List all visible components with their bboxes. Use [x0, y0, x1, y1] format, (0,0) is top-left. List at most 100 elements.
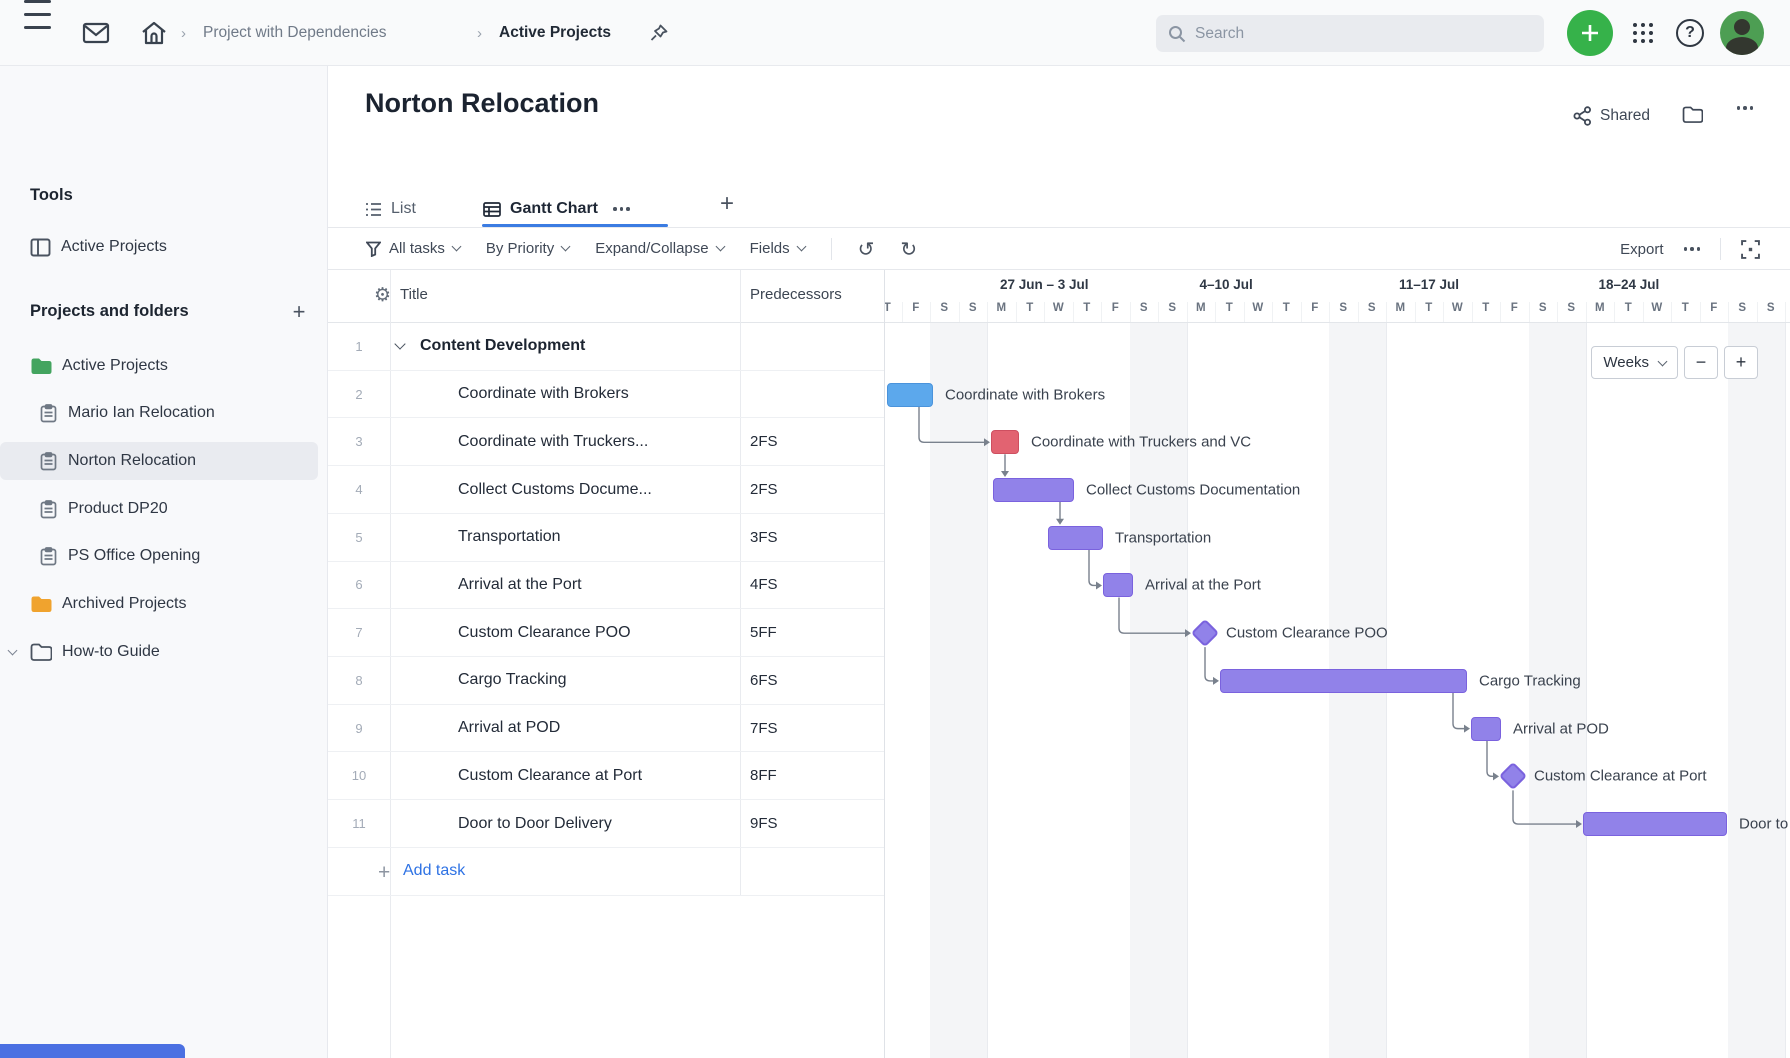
home-icon[interactable]	[140, 0, 168, 66]
sort-dropdown[interactable]: By Priority	[486, 240, 569, 257]
task-title[interactable]: Cargo Tracking	[458, 657, 567, 704]
weekday-letter: F	[902, 302, 931, 314]
fields-dropdown[interactable]: Fields	[750, 240, 805, 257]
sidebar-item-active-projects-folder[interactable]: Active Projects	[0, 350, 318, 382]
undo-button[interactable]: ↺	[858, 239, 875, 259]
gantt-bar[interactable]	[887, 383, 933, 407]
weekday-letter: F	[1700, 302, 1729, 314]
gantt-bar[interactable]	[1103, 573, 1133, 597]
gantt-toolbar: All tasks By Priority Expand/Collapse Fi…	[328, 228, 1790, 270]
sidebar-item-howto-guide[interactable]: How-to Guide	[0, 636, 318, 668]
help-icon[interactable]: ?	[1676, 19, 1704, 47]
gantt-bar[interactable]	[1048, 526, 1103, 550]
gantt-chart: 27 Jun – 3 Jul4–10 Jul11–17 Jul18–24 Jul…	[884, 270, 1790, 1058]
table-row[interactable]: 2Coordinate with Brokers	[328, 371, 884, 419]
gantt-bar[interactable]	[991, 430, 1019, 454]
filter-dropdown[interactable]: All tasks	[366, 240, 460, 257]
task-title[interactable]: Collect Customs Docume...	[458, 466, 652, 513]
tab-gantt-chart[interactable]: Gantt Chart	[483, 200, 630, 218]
fullscreen-icon[interactable]	[1741, 240, 1760, 259]
task-title[interactable]: Transportation	[458, 514, 561, 561]
task-title[interactable]: Arrival at the Port	[458, 562, 582, 609]
table-row[interactable]: 4Collect Customs Docume...2FS	[328, 466, 884, 514]
tab-options-icon[interactable]	[613, 207, 630, 211]
gantt-bar[interactable]	[1471, 717, 1501, 741]
task-predecessor[interactable]: 2FS	[750, 418, 778, 465]
add-view-button[interactable]: +	[720, 190, 734, 218]
table-row[interactable]: 10Custom Clearance at Port8FF	[328, 752, 884, 800]
redo-button[interactable]: ↻	[900, 239, 917, 259]
inbox-icon[interactable]	[82, 0, 110, 66]
sidebar-item-mario-ian-relocation[interactable]: Mario Ian Relocation	[0, 397, 318, 429]
breadcrumb-current[interactable]: Active Projects	[499, 0, 611, 66]
zoom-out-button[interactable]: −	[1684, 346, 1718, 379]
gantt-bar[interactable]	[1583, 812, 1727, 836]
weekday-letter: S	[1529, 302, 1558, 314]
weekday-letter: T	[1671, 302, 1700, 314]
chevron-down-icon[interactable]	[394, 339, 405, 350]
sidebar-item-label: Archived Projects	[62, 595, 187, 613]
gantt-bar[interactable]	[993, 478, 1074, 502]
table-row[interactable]: 7Custom Clearance POO5FF	[328, 609, 884, 657]
timescale-value: Weeks	[1603, 354, 1649, 371]
table-row[interactable]: 3Coordinate with Truckers...2FS	[328, 418, 884, 466]
breadcrumb-root[interactable]: Project with Dependencies	[203, 0, 387, 66]
project-icon	[40, 547, 57, 566]
shared-button[interactable]: Shared	[1573, 106, 1650, 126]
zoom-in-button[interactable]: +	[1724, 346, 1758, 379]
task-predecessor[interactable]: 8FF	[750, 752, 777, 799]
task-title[interactable]: Content Development	[396, 323, 585, 370]
apps-grid-icon[interactable]	[1633, 0, 1653, 66]
task-predecessor[interactable]: 3FS	[750, 514, 778, 561]
sidebar-item-product-dp20[interactable]: Product DP20	[0, 493, 318, 525]
weekday-letter: M	[1187, 302, 1216, 314]
table-row[interactable]: 1Content Development	[328, 323, 884, 371]
table-row[interactable]: 8Cargo Tracking6FS	[328, 657, 884, 705]
task-predecessor[interactable]: 7FS	[750, 705, 778, 752]
hamburger-menu-icon[interactable]	[24, 0, 51, 66]
table-row[interactable]: 11Door to Door Delivery9FS	[328, 800, 884, 848]
gantt-bar[interactable]	[1220, 669, 1467, 693]
task-predecessor[interactable]: 2FS	[750, 466, 778, 513]
table-row[interactable]: 5Transportation3FS	[328, 514, 884, 562]
task-title[interactable]: Arrival at POD	[458, 705, 560, 752]
task-predecessor[interactable]: 4FS	[750, 562, 778, 609]
sidebar-item-active-projects-tool[interactable]: Active Projects	[0, 231, 318, 263]
toolbar-more-icon[interactable]	[1684, 247, 1701, 251]
column-header-title[interactable]: Title	[400, 286, 428, 303]
sidebar-item-archived-projects[interactable]: Archived Projects	[0, 588, 318, 620]
search-input[interactable]: Search	[1156, 15, 1544, 52]
sidebar-item-norton-relocation[interactable]: Norton Relocation	[0, 442, 318, 480]
timescale-select[interactable]: Weeks	[1591, 346, 1678, 379]
pin-icon[interactable]	[648, 0, 669, 66]
folder-location-icon[interactable]	[1682, 106, 1703, 123]
task-title[interactable]: Custom Clearance POO	[458, 609, 631, 656]
avatar[interactable]	[1720, 11, 1764, 55]
column-header-predecessors[interactable]: Predecessors	[750, 286, 842, 303]
more-options-icon[interactable]	[1737, 106, 1754, 110]
task-predecessor[interactable]: 5FF	[750, 609, 777, 656]
gantt-bar-label: Cargo Tracking	[1479, 672, 1581, 689]
add-task-button[interactable]: Add task	[403, 862, 465, 880]
add-task-row[interactable]: +Add task	[328, 848, 884, 896]
weekday-letter: T	[1614, 302, 1643, 314]
sidebar-item-label: Active Projects	[62, 357, 168, 375]
tab-list[interactable]: List	[365, 200, 416, 218]
task-predecessor[interactable]: 6FS	[750, 657, 778, 704]
task-predecessor[interactable]: 9FS	[750, 800, 778, 847]
sort-label: By Priority	[486, 240, 554, 257]
table-row[interactable]: 9Arrival at POD7FS	[328, 705, 884, 753]
add-project-button[interactable]: +	[288, 302, 310, 324]
export-button[interactable]: Export	[1620, 241, 1663, 258]
breadcrumb-separator: ›	[181, 0, 186, 66]
table-row[interactable]: 6Arrival at the Port4FS	[328, 562, 884, 610]
expand-collapse-dropdown[interactable]: Expand/Collapse	[595, 240, 723, 257]
task-title[interactable]: Coordinate with Brokers	[458, 371, 629, 418]
folder-orange-icon	[30, 595, 52, 613]
create-new-button[interactable]	[1567, 10, 1613, 56]
sidebar-item-ps-office-opening[interactable]: PS Office Opening	[0, 540, 318, 572]
task-title[interactable]: Custom Clearance at Port	[458, 752, 642, 799]
task-title[interactable]: Coordinate with Truckers...	[458, 418, 648, 465]
gear-icon[interactable]: ⚙	[374, 284, 391, 306]
task-title[interactable]: Door to Door Delivery	[458, 800, 612, 847]
